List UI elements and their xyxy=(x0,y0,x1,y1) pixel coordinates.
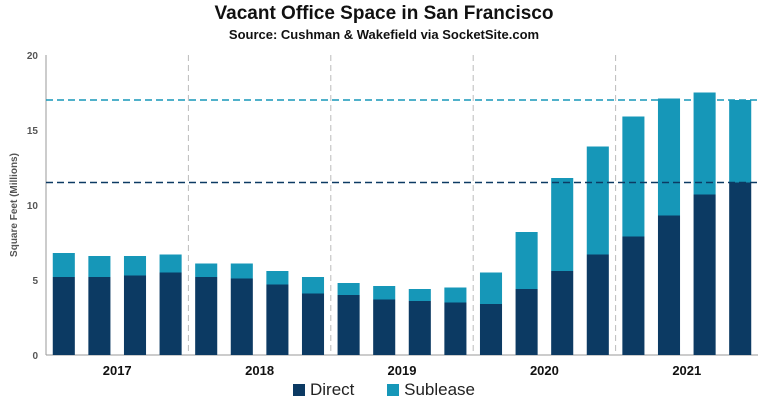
legend-label-sublease: Sublease xyxy=(404,380,476,399)
chart-subtitle: Source: Cushman & Wakefield via SocketSi… xyxy=(228,27,540,42)
chart-legend: Direct Sublease xyxy=(0,380,768,401)
bar-sublease xyxy=(52,253,75,277)
bar-sublease xyxy=(266,271,289,285)
bar-sublease xyxy=(337,283,360,295)
bar-direct xyxy=(479,304,503,355)
bar-sublease xyxy=(301,277,325,294)
y-axis-title: Square Feet (Millions) xyxy=(9,153,20,257)
bar-sublease xyxy=(586,146,609,255)
bar-sublease xyxy=(729,100,752,183)
bar-direct xyxy=(444,302,467,355)
bar-direct xyxy=(123,275,147,355)
bar-sublease xyxy=(408,289,431,301)
bar-direct xyxy=(515,289,538,355)
legend-item-sublease: Sublease xyxy=(387,380,475,400)
bar-sublease xyxy=(195,263,218,277)
bar-direct xyxy=(52,277,75,355)
bar-direct xyxy=(301,293,325,355)
legend-item-direct: Direct xyxy=(292,380,355,400)
y-tick-label: 5 xyxy=(32,276,38,287)
bar-direct xyxy=(230,278,253,355)
legend-swatch-direct xyxy=(292,384,305,396)
chart-title: Vacant Office Space in San Francisco xyxy=(214,3,554,24)
bar-direct xyxy=(337,295,360,355)
bar-direct xyxy=(586,254,609,355)
bar-sublease xyxy=(622,116,645,237)
bar-direct xyxy=(266,284,289,355)
legend-label-direct: Direct xyxy=(309,380,355,399)
bar-direct xyxy=(551,271,574,355)
x-year-label: 2020 xyxy=(530,363,559,378)
bar-direct xyxy=(657,215,681,355)
bar-direct xyxy=(729,182,752,355)
y-tick-label: 15 xyxy=(27,126,39,137)
bar-sublease xyxy=(479,272,503,304)
bar-sublease xyxy=(230,263,253,279)
x-year-label: 2018 xyxy=(245,363,274,378)
bar-sublease xyxy=(515,232,538,289)
bar-direct xyxy=(373,299,396,355)
legend-swatch-sublease xyxy=(387,384,400,396)
x-year-label: 2019 xyxy=(388,363,417,378)
bar-sublease xyxy=(693,92,716,195)
bar-direct xyxy=(195,277,218,355)
bar-direct xyxy=(408,301,431,355)
bar-sublease xyxy=(88,256,111,277)
y-tick-label: 0 xyxy=(32,351,38,362)
x-year-label: 2017 xyxy=(103,363,132,378)
bar-sublease xyxy=(159,254,182,273)
y-tick-label: 20 xyxy=(27,51,39,62)
y-tick-label: 10 xyxy=(27,201,39,212)
bar-sublease xyxy=(657,98,681,216)
x-year-label: 2021 xyxy=(672,363,701,378)
bar-sublease xyxy=(551,178,574,271)
bar-direct xyxy=(88,277,111,355)
bar-sublease xyxy=(373,286,396,300)
bar-sublease xyxy=(444,287,467,303)
bar-sublease xyxy=(123,256,147,276)
bar-direct xyxy=(693,194,716,355)
bar-direct xyxy=(159,272,182,355)
bar-direct xyxy=(622,236,645,355)
